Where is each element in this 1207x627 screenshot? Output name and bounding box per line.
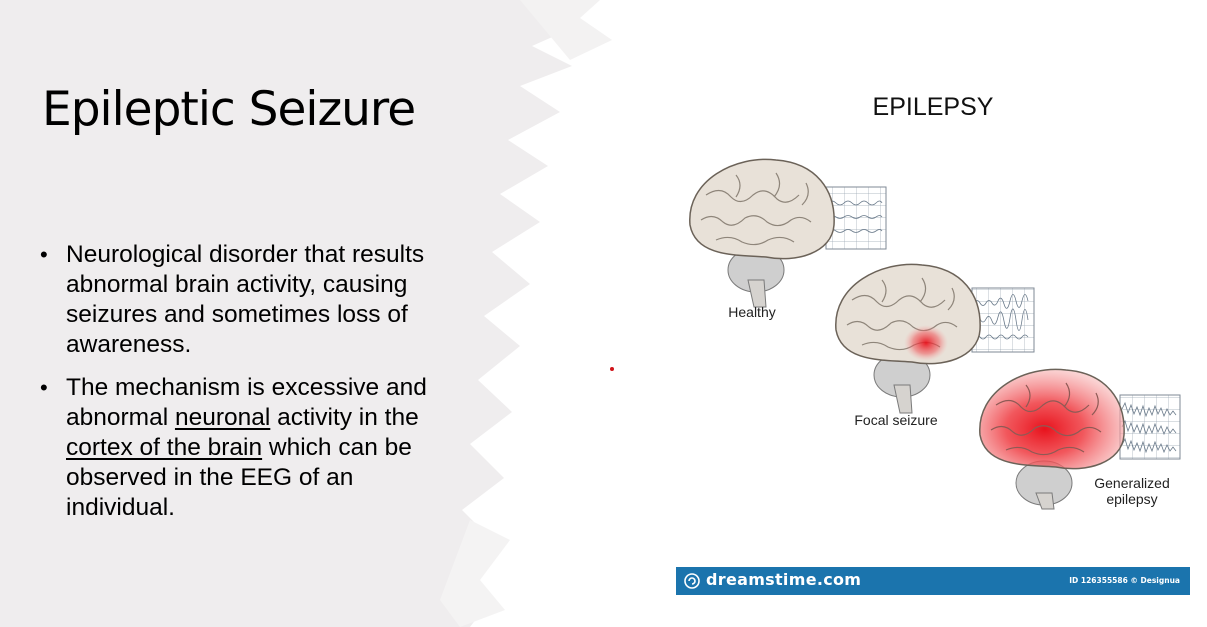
underlined-term-neuronal: neuronal <box>174 404 271 431</box>
image-credit-id: ID 126355586 © Designua <box>1069 576 1180 585</box>
epilepsy-illustration: EPILEPSY <box>676 85 1190 595</box>
bullet-item: • Neurological disorder that results abn… <box>40 240 460 360</box>
focal-seizure-area <box>904 325 948 361</box>
bullet-dot: • <box>40 375 48 400</box>
label-generalized-line2: epilepsy <box>1106 491 1158 507</box>
brain-generalized <box>979 368 1125 510</box>
brain-illustrations <box>689 158 1181 510</box>
slide-title: Epileptic Seizure <box>42 82 416 137</box>
label-generalized-line1: Generalized <box>1094 475 1170 491</box>
generalized-seizure-area <box>979 368 1125 470</box>
brain-healthy <box>689 158 835 308</box>
bullet-text: Neurological disorder that results abnor… <box>66 241 425 358</box>
underlined-term-cortex: cortex of the brain <box>66 434 263 461</box>
bullet-text: The mechanism is excessive and abnormal <box>66 374 427 431</box>
figure-title: EPILEPSY <box>872 93 994 121</box>
eeg-panel-focal <box>971 287 1035 353</box>
dreamstime-logo-text: dreamstime.com <box>706 570 862 589</box>
bullet-item: • The mechanism is excessive and abnorma… <box>40 373 460 523</box>
bullet-list: • Neurological disorder that results abn… <box>40 240 460 536</box>
dreamstime-logo-icon <box>684 573 700 589</box>
dreamstime-banner: dreamstime.com ID 126355586 © Designua <box>676 567 1190 595</box>
brain-focal <box>835 263 981 414</box>
bullet-text: activity in the <box>270 404 419 431</box>
label-generalized-epilepsy: Generalized epilepsy <box>1086 475 1178 507</box>
label-focal-seizure: Focal seizure <box>854 412 938 428</box>
red-dot-marker <box>610 367 614 371</box>
bullet-dot: • <box>40 242 48 267</box>
label-healthy: Healthy <box>728 304 776 320</box>
eeg-panel-healthy <box>825 186 887 250</box>
bullet-text: which can be observed in the EEG of an i… <box>66 434 412 521</box>
eeg-panel-generalized <box>1119 394 1181 460</box>
